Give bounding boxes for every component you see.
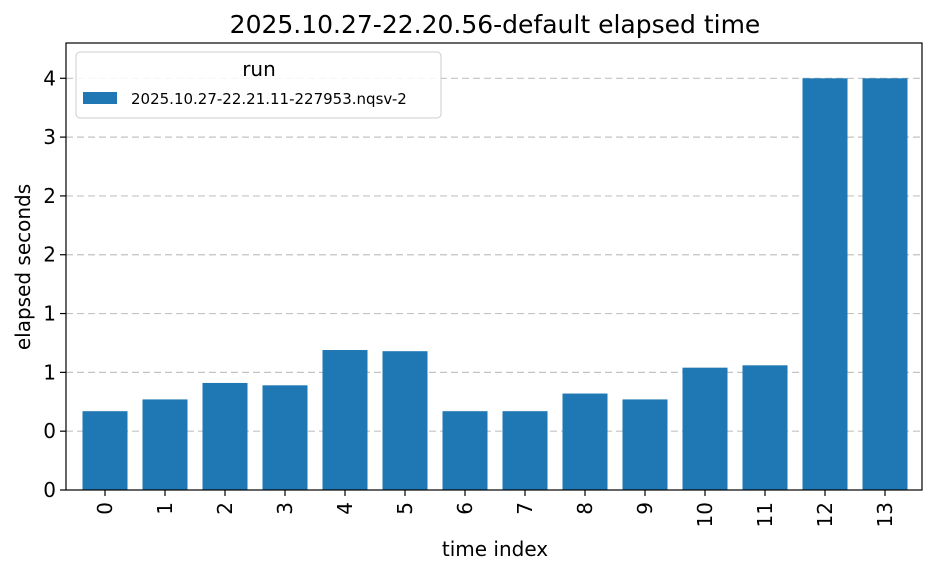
x-axis: 0 1 2 3 4 5 6 7 8 9 10 11 12 13 bbox=[93, 490, 897, 527]
bar bbox=[682, 367, 728, 490]
chart-title: 2025.10.27-22.20.56-default elapsed time bbox=[230, 10, 761, 39]
x-tick-label: 5 bbox=[393, 502, 417, 515]
bar bbox=[802, 78, 848, 490]
bar bbox=[82, 411, 128, 490]
y-tick-label: 1 bbox=[43, 302, 56, 326]
x-tick-label: 9 bbox=[633, 502, 657, 515]
x-tick-label: 0 bbox=[93, 502, 117, 515]
bar bbox=[562, 393, 608, 490]
x-tick-label: 6 bbox=[453, 502, 477, 515]
x-tick-label: 4 bbox=[333, 502, 357, 515]
x-tick-label: 12 bbox=[813, 502, 837, 527]
bar bbox=[862, 78, 908, 490]
bar bbox=[502, 411, 548, 490]
x-tick-label: 11 bbox=[753, 502, 777, 527]
bar bbox=[622, 399, 668, 490]
bars bbox=[82, 78, 908, 490]
legend-box bbox=[75, 51, 442, 119]
y-tick-label: 1 bbox=[43, 360, 56, 384]
y-tick-label: 2 bbox=[43, 243, 56, 267]
plot-frame bbox=[65, 42, 923, 491]
bar bbox=[262, 385, 308, 490]
y-tick-label: 0 bbox=[43, 419, 56, 443]
y-tick-label: 3 bbox=[43, 125, 56, 149]
bar bbox=[202, 382, 248, 490]
y-axis-label: elapsed seconds bbox=[11, 184, 35, 350]
x-tick-label: 8 bbox=[573, 502, 597, 515]
gridlines bbox=[66, 77, 922, 432]
y-tick-label: 4 bbox=[43, 66, 56, 90]
bar bbox=[742, 365, 788, 490]
y-tick-label: 0 bbox=[43, 478, 56, 502]
legend-swatch bbox=[83, 92, 117, 104]
bar bbox=[382, 351, 428, 490]
bar bbox=[322, 350, 368, 490]
x-tick-label: 10 bbox=[693, 502, 717, 527]
y-tick-label: 2 bbox=[43, 184, 56, 208]
x-tick-label: 13 bbox=[873, 502, 897, 527]
legend-series-label: 2025.10.27-22.21.11-227953.nqsv-2 bbox=[131, 90, 407, 108]
x-tick-label: 1 bbox=[153, 502, 177, 515]
x-axis-label: time index bbox=[442, 537, 548, 561]
legend-title: run bbox=[242, 57, 276, 81]
x-tick-label: 7 bbox=[513, 502, 537, 515]
x-tick-label: 2 bbox=[213, 502, 237, 515]
legend: run 2025.10.27-22.21.11-227953.nqsv-2 bbox=[75, 51, 442, 119]
bar bbox=[142, 399, 188, 490]
x-tick-label: 3 bbox=[273, 502, 297, 515]
bar bbox=[442, 411, 488, 490]
y-axis: 0 0 1 1 2 2 3 4 bbox=[43, 66, 66, 502]
